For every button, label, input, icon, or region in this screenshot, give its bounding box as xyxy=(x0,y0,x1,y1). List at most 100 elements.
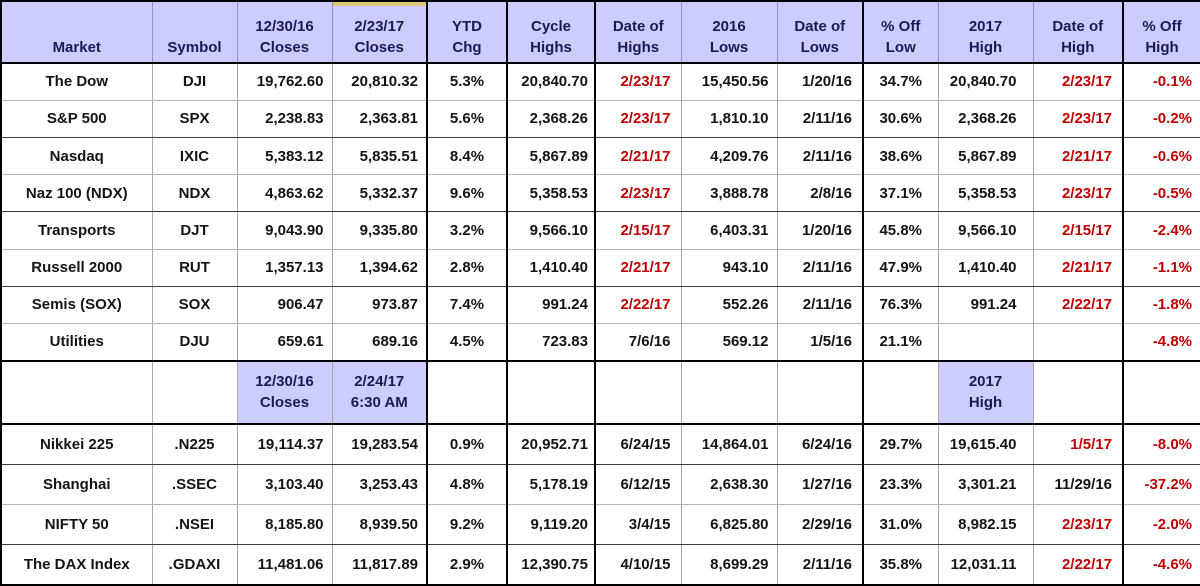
cell-date-of-high: 2/23/17 xyxy=(1033,63,1124,101)
col-header-line1: Cycle xyxy=(530,17,572,35)
cell-pct-off-low: 76.3% xyxy=(863,286,939,324)
cell-pct-off-low: 21.1% xyxy=(863,323,939,362)
col-header-high-2017: 2017 High xyxy=(938,1,1034,64)
table-row: The DAX Index .GDAXI 11,481.06 11,817.89 2.9… xyxy=(1,544,1200,585)
cell-date-of-highs: 7/6/16 xyxy=(595,323,682,362)
cell-cycle-highs: 5,178.19 xyxy=(507,464,596,505)
cell-lows-2016: 569.12 xyxy=(681,323,778,362)
mid-header-cell-closes-123016: 12/30/16 Closes xyxy=(237,360,333,425)
cell-closes-22317: 1,394.62 xyxy=(332,249,428,287)
cell-date-of-high: 2/21/17 xyxy=(1033,137,1124,176)
cell-pct-off-high: -4.6% xyxy=(1152,556,1192,574)
cell-lows-2016: 6,825.80 xyxy=(681,504,778,546)
cell-date-of-highs: 6/24/15 xyxy=(595,423,682,465)
col-header-closes-123016: 12/30/16 Closes xyxy=(237,1,333,64)
cell-ytd-chg: 4.8% xyxy=(427,464,508,505)
cell-pct-off-high: -2.4% xyxy=(1123,211,1200,250)
cell-ytd-chg: 0.9% xyxy=(427,423,508,465)
cell-date-of-lows: 1/5/16 xyxy=(777,323,864,362)
col-header-line1: Date of xyxy=(1052,17,1104,35)
cell-date-of-lows: 2/11/16 xyxy=(777,100,864,138)
col-header-date-of-high: Date of High xyxy=(1033,1,1124,64)
cell-symbol: .GDAXI xyxy=(152,544,238,585)
cell-cycle-highs: 9,566.10 xyxy=(507,211,596,250)
mid-header-cell-pct-off-high xyxy=(1123,360,1200,425)
table-row: Nasdaq IXIC 5,383.12 5,835.51 8.4% 5,867.89 2/… xyxy=(1,137,1200,176)
col-header-pct-off-high: % Off High xyxy=(1123,1,1200,64)
cell-closes-22317: 8,939.50 xyxy=(332,504,428,546)
cell-pct-off-high: -0.6% xyxy=(1123,137,1200,176)
col-header-ytd-chg: YTD Chg xyxy=(427,1,508,64)
col-header-line2: Lows xyxy=(800,39,839,57)
cell-pct-off-high: -0.1% xyxy=(1123,63,1200,101)
table-row: Russell 2000 RUT 1,357.13 1,394.62 2.8% 1,410… xyxy=(1,249,1200,287)
cell-closes-123016: 1,357.13 xyxy=(237,249,333,287)
cell-date-of-highs: 2/21/17 xyxy=(595,249,682,287)
cell-high-2017: 8,982.15 xyxy=(938,504,1034,546)
table-row: Utilities DJU 659.61 689.16 4.5% 723.83 7/6/16… xyxy=(1,323,1200,362)
col-header-line1: % Off xyxy=(881,17,921,35)
col-header-line2: Market xyxy=(52,39,101,57)
col-header-line2: Closes xyxy=(259,39,310,57)
cell-pct-off-high: -0.5% xyxy=(1123,174,1200,213)
col-header-line1: 2017 xyxy=(968,17,1003,35)
cell-cycle-highs: 20,840.70 xyxy=(507,63,596,101)
cell-date-of-lows: 2/29/16 xyxy=(777,504,864,546)
cell-high-2017 xyxy=(938,323,1034,362)
cell-high-2017: 1,410.40 xyxy=(938,249,1034,287)
cell-date-of-highs: 2/21/17 xyxy=(595,137,682,176)
cell-closes-123016: 19,762.60 xyxy=(237,63,333,101)
cell-ytd-chg: 5.6% xyxy=(427,100,508,138)
cell-cycle-highs: 9,119.20 xyxy=(507,504,596,546)
cell-pct-off-low: 38.6% xyxy=(863,137,939,176)
cell-pct-off-high: -1.8% xyxy=(1123,286,1200,324)
cell-closes-123016: 3,103.40 xyxy=(237,464,333,505)
cell-closes-123016: 19,114.37 xyxy=(237,423,333,465)
col-header-line1: 12/30/16 xyxy=(255,17,314,35)
cell-pct-off-low: 45.8% xyxy=(863,211,939,250)
cell-lows-2016: 8,699.29 xyxy=(681,544,778,585)
cell-closes-22317: 19,283.54 xyxy=(332,423,428,465)
cell-market: Naz 100 (NDX) xyxy=(1,174,153,213)
cell-high-2017: 19,615.40 xyxy=(938,423,1034,465)
cell-market: Nikkei 225 xyxy=(1,423,153,465)
cell-date-of-highs: 3/4/15 xyxy=(595,504,682,546)
table-row: Shanghai .SSEC 3,103.40 3,253.43 4.8% 5,178.1… xyxy=(1,464,1200,505)
cell-closes-22317: 3,253.43 xyxy=(332,464,428,505)
cell-closes-123016: 906.47 xyxy=(237,286,333,324)
cell-ytd-chg: 4.5% xyxy=(427,323,508,362)
cell-closes-123016: 5,383.12 xyxy=(237,137,333,176)
cell-closes-123016: 8,185.80 xyxy=(237,504,333,546)
cell-pct-off-high: -1.1% xyxy=(1123,249,1200,287)
cell-cycle-highs: 991.24 xyxy=(507,286,596,324)
table-row: Transports DJT 9,043.90 9,335.80 3.2% 9,566.1… xyxy=(1,211,1200,250)
cell-lows-2016: 6,403.31 xyxy=(681,211,778,250)
cell-ytd-chg: 9.2% xyxy=(427,504,508,546)
cell-date-of-highs: 2/23/17 xyxy=(595,63,682,101)
col-header-line1: 2/23/17 xyxy=(354,17,405,35)
mid-header-cell-symbol xyxy=(152,360,238,425)
cell-market: The Dow xyxy=(1,63,153,101)
cell-market: Shanghai xyxy=(1,464,153,505)
col-header-cycle-highs: Cycle Highs xyxy=(507,1,596,64)
cell-lows-2016: 14,864.01 xyxy=(681,423,778,465)
cell-ytd-chg: 7.4% xyxy=(427,286,508,324)
cell-date-of-lows: 1/27/16 xyxy=(777,464,864,505)
cell-date-of-highs: 2/15/17 xyxy=(595,211,682,250)
cell-date-of-lows: 2/8/16 xyxy=(777,174,864,213)
col-header-pct-off-low: % Off Low xyxy=(863,1,939,64)
cell-pct-off-low: 30.6% xyxy=(863,100,939,138)
cell-ytd-chg: 2.8% xyxy=(427,249,508,287)
mid-header-cell-ytd-chg xyxy=(427,360,508,425)
mid-header-cell-closes-22317: 2/24/17 6:30 AM xyxy=(332,360,428,425)
cell-cycle-highs: 723.83 xyxy=(507,323,596,362)
cell-lows-2016: 15,450.56 xyxy=(681,63,778,101)
cell-high-2017: 5,358.53 xyxy=(938,174,1034,213)
cell-date-of-high: 1/5/17 xyxy=(1033,423,1124,465)
cell-pct-off-low: 29.7% xyxy=(863,423,939,465)
cell-symbol: IXIC xyxy=(152,137,238,176)
cell-date-of-highs: 2/23/17 xyxy=(595,174,682,213)
cell-high-2017: 9,566.10 xyxy=(938,211,1034,250)
mid-header-cell-high-2017: 2017 High xyxy=(938,360,1034,425)
